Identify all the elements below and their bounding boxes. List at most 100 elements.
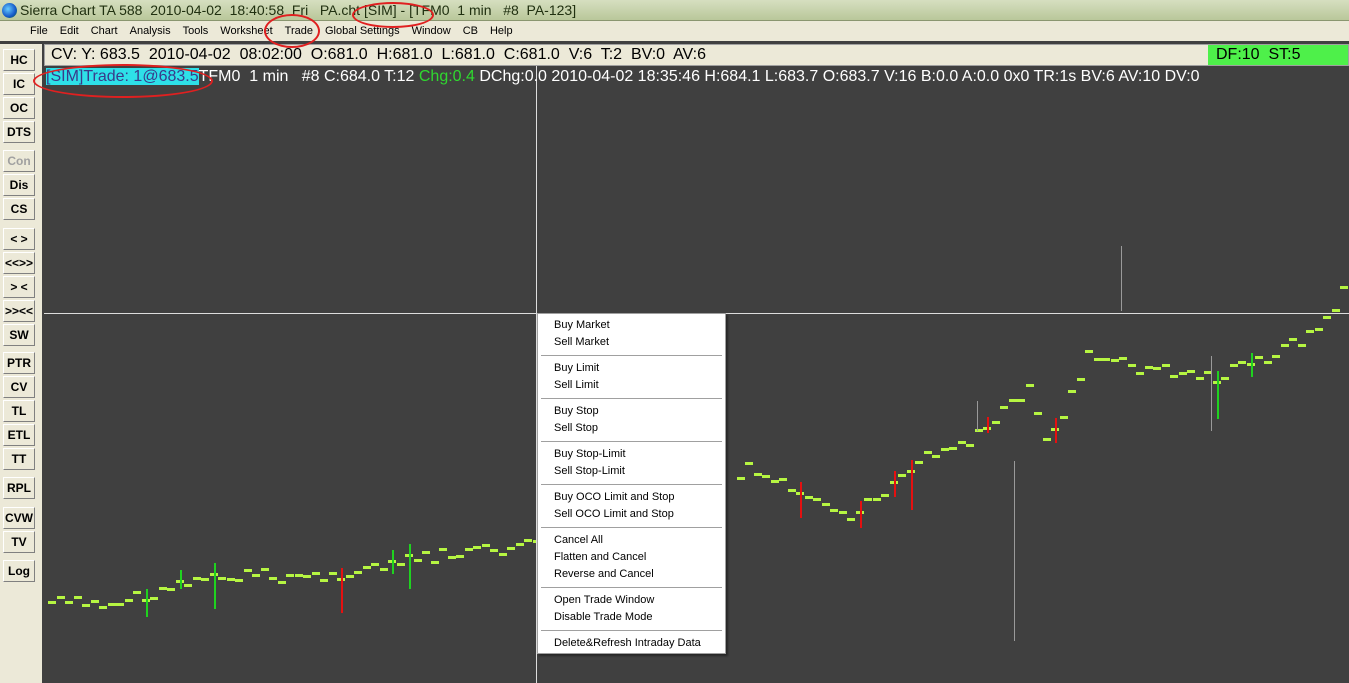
context-item-disable-trade-mode[interactable]: Disable Trade Mode	[554, 611, 653, 623]
price-bar	[235, 578, 243, 582]
price-bar	[498, 552, 507, 556]
toolbar-button-12[interactable]: PTR	[3, 352, 35, 374]
price-bar	[1238, 360, 1246, 364]
price-bar	[99, 605, 107, 609]
symbol-info: TFM0 1 min #8 C:684.0 T:12	[198, 68, 419, 85]
price-bar	[447, 556, 456, 560]
context-item-buy-market[interactable]: Buy Market	[554, 319, 610, 331]
toolbar-button-3[interactable]: DTS	[3, 121, 35, 143]
price-bar	[1000, 405, 1008, 409]
up-bar	[213, 563, 216, 609]
toolbar-button-14[interactable]: TL	[3, 400, 35, 422]
price-bar	[422, 551, 430, 555]
price-bar	[745, 461, 753, 465]
price-bar	[762, 474, 770, 478]
context-item-buy-limit[interactable]: Buy Limit	[554, 362, 600, 374]
price-bar	[770, 480, 779, 484]
toolbar-button-0[interactable]: HC	[3, 49, 35, 71]
price-bar	[362, 565, 371, 569]
menu-separator	[541, 484, 722, 485]
toolbar-button-5[interactable]: Dis	[3, 174, 35, 196]
context-item-delete-refresh-intraday-data[interactable]: Delete&Refresh Intraday Data	[554, 637, 701, 649]
toolbar-button-15[interactable]: ETL	[3, 424, 35, 446]
toolbar-button-8[interactable]: <<>>	[3, 252, 35, 274]
annotation-circle-title	[352, 2, 434, 28]
context-item-buy-stop[interactable]: Buy Stop	[554, 405, 599, 417]
toolbar-button-18[interactable]: CVW	[3, 507, 35, 529]
annotation-circle-trade	[33, 64, 213, 98]
crosshair-vertical	[536, 66, 537, 683]
toolbar-button-11[interactable]: SW	[3, 324, 35, 346]
menu-edit[interactable]: Edit	[59, 25, 79, 37]
price-bar	[1204, 370, 1212, 374]
toolbar-button-20[interactable]: Log	[3, 560, 35, 582]
toolbar-button-19[interactable]: TV	[3, 531, 35, 553]
price-bar	[1076, 378, 1085, 382]
menu-worksheet[interactable]: Worksheet	[220, 25, 273, 37]
price-bar	[1340, 286, 1348, 290]
context-item-sell-limit[interactable]: Sell Limit	[554, 379, 599, 391]
toolbar-button-16[interactable]: TT	[3, 448, 35, 470]
price-bar	[192, 576, 201, 580]
price-bar	[439, 547, 447, 551]
price-bar	[379, 567, 388, 571]
context-item-sell-stop[interactable]: Sell Stop	[554, 422, 599, 434]
price-bar	[277, 581, 286, 585]
context-item-reverse-and-cancel[interactable]: Reverse and Cancel	[554, 568, 654, 580]
toolbar-button-9[interactable]: > <	[3, 276, 35, 298]
toolbar-button-13[interactable]: CV	[3, 376, 35, 398]
context-item-cancel-all[interactable]: Cancel All	[554, 534, 603, 546]
up-bar	[1250, 353, 1253, 378]
trade-context-menu: Buy Market Sell Market Buy Limit Sell Limit…	[537, 313, 726, 654]
price-bar	[787, 489, 796, 493]
price-bar	[515, 542, 524, 546]
price-bar	[56, 596, 65, 600]
price-bar	[923, 450, 932, 454]
context-item-sell-oco-limit-and-stop[interactable]: Sell OCO Limit and Stop	[554, 508, 674, 520]
price-bar	[328, 571, 337, 575]
cursor-values: CV: Y: 683.5 2010-04-02 08:02:00 O:681.0…	[51, 46, 706, 63]
wick	[1014, 461, 1015, 641]
toolbar-button-6[interactable]: CS	[3, 198, 35, 220]
menu-analysis[interactable]: Analysis	[129, 25, 171, 37]
price-bar	[915, 460, 923, 464]
price-bar	[847, 517, 855, 521]
context-item-buy-stop-limit[interactable]: Buy Stop-Limit	[554, 448, 626, 460]
menu-chart[interactable]: Chart	[90, 25, 118, 37]
context-item-flatten-and-cancel[interactable]: Flatten and Cancel	[554, 551, 647, 563]
toolbar-button-7[interactable]: < >	[3, 228, 35, 250]
menu-tools[interactable]: Tools	[182, 25, 209, 37]
price-bar	[1085, 350, 1093, 354]
context-item-sell-stop-limit[interactable]: Sell Stop-Limit	[554, 465, 625, 477]
price-bar	[243, 568, 252, 572]
price-bar	[779, 478, 787, 482]
price-bar	[1195, 376, 1204, 380]
price-bar	[269, 577, 277, 581]
context-item-buy-oco-limit-and-stop[interactable]: Buy OCO Limit and Stop	[554, 491, 675, 503]
toolbar-button-2[interactable]: OC	[3, 97, 35, 119]
down-bar	[800, 482, 802, 518]
context-item-open-trade-window[interactable]: Open Trade Window	[554, 594, 655, 606]
price-bar	[490, 549, 498, 553]
price-bar	[48, 600, 56, 604]
price-bar	[1178, 372, 1187, 376]
context-item-sell-market[interactable]: Sell Market	[554, 336, 610, 348]
price-bar	[226, 578, 235, 582]
price-bar	[345, 575, 354, 579]
toolbar-button-17[interactable]: RPL	[3, 477, 35, 499]
menu-file[interactable]: File	[30, 25, 48, 37]
price-bar	[966, 443, 974, 447]
toolbar-button-4[interactable]: Con	[3, 150, 35, 172]
menu-global-settings[interactable]: Global Settings	[324, 25, 400, 37]
price-bar	[1297, 344, 1306, 348]
menu-help[interactable]: Help	[489, 25, 513, 37]
menu-cb[interactable]: CB	[462, 25, 478, 37]
toolbar-button-10[interactable]: >><<	[3, 300, 35, 322]
toolbar-button-1[interactable]: IC	[3, 73, 35, 95]
price-bar	[252, 573, 260, 577]
menu-separator	[541, 398, 722, 399]
price-bar	[821, 502, 830, 506]
price-bar	[286, 574, 294, 578]
menu-window[interactable]: Window	[411, 25, 451, 37]
price-bar	[311, 572, 320, 576]
